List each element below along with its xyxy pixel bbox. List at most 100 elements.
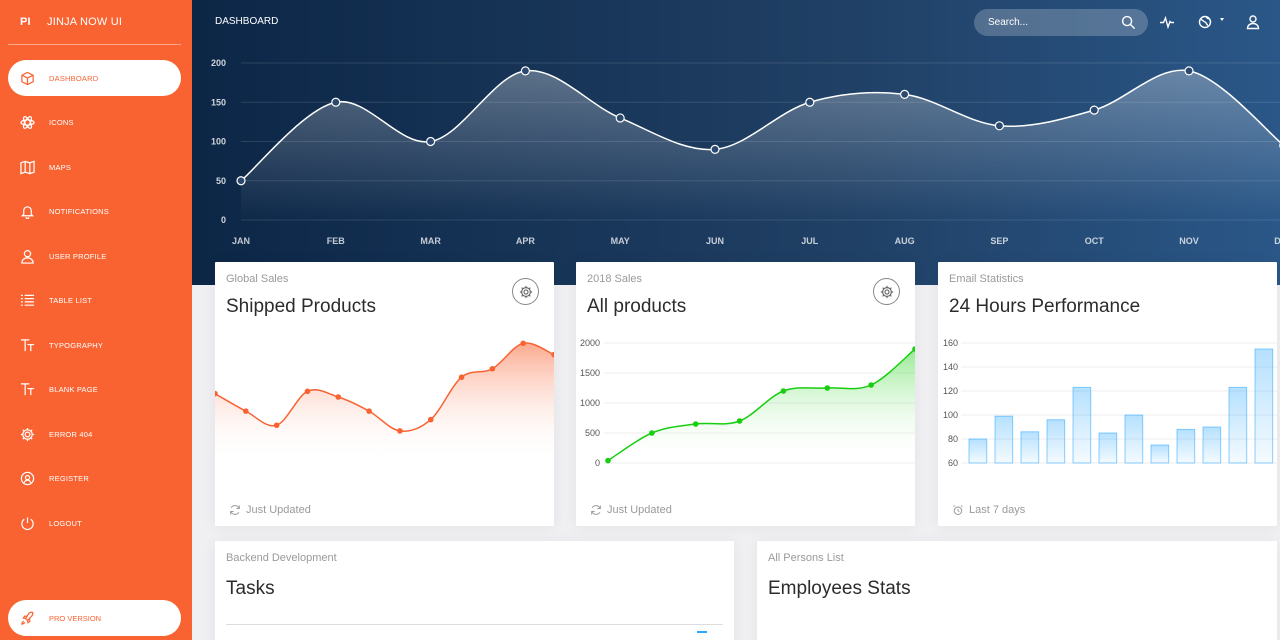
data-point[interactable] <box>304 388 311 395</box>
page-title[interactable]: DASHBOARD <box>215 16 279 27</box>
data-point[interactable] <box>649 430 655 436</box>
bar[interactable] <box>968 438 988 464</box>
data-point[interactable] <box>458 374 465 381</box>
y-tick-label: 1500 <box>580 368 600 378</box>
data-point[interactable] <box>520 340 526 347</box>
data-point[interactable] <box>710 144 720 154</box>
data-point[interactable] <box>335 394 342 400</box>
brand-name: JINJA NOW UI <box>47 16 123 28</box>
y-tick-label: 150 <box>211 97 226 107</box>
text-icon <box>20 338 35 353</box>
bar[interactable] <box>1150 444 1170 464</box>
sidebar-item-icons[interactable]: ICONS <box>8 105 181 141</box>
user-icon <box>20 249 35 264</box>
series-line <box>607 348 915 462</box>
x-tick-label: JUN <box>706 236 724 246</box>
settings-button[interactable] <box>512 278 539 305</box>
alarm-clock-icon <box>952 504 969 516</box>
bar[interactable] <box>1254 348 1274 464</box>
y-tick-label: 100 <box>943 410 958 420</box>
bar[interactable] <box>1202 426 1222 464</box>
bar[interactable] <box>994 415 1014 464</box>
card-footer: Last 7 days <box>952 504 1025 516</box>
x-tick-label: FEB <box>327 236 346 246</box>
x-tick-label: NOV <box>1179 236 1199 246</box>
x-tick-label: APR <box>516 236 536 246</box>
sidebar-item-label: USER PROFILE <box>49 251 107 261</box>
y-tick-label: 120 <box>943 386 958 396</box>
search-icon[interactable] <box>1121 15 1136 30</box>
pulse-icon[interactable] <box>1159 14 1175 30</box>
sidebar-item-typography[interactable]: TYPOGRAPHY <box>8 327 181 363</box>
bar[interactable] <box>1124 414 1144 464</box>
data-point[interactable] <box>1184 66 1194 76</box>
gear-icon <box>20 427 35 442</box>
user-icon[interactable] <box>1245 14 1261 30</box>
sidebar-item-logout[interactable]: LOGOUT <box>8 505 181 541</box>
data-point[interactable] <box>824 385 831 391</box>
data-point[interactable] <box>805 97 815 107</box>
sidebar-item-blank-page[interactable]: BLANK PAGE <box>8 372 181 408</box>
bar[interactable] <box>1046 419 1066 464</box>
data-point[interactable] <box>427 416 434 423</box>
chevron-down-icon[interactable] <box>1220 18 1224 21</box>
data-point[interactable] <box>551 351 554 358</box>
data-point[interactable] <box>331 97 341 107</box>
sidebar-item-table-list[interactable]: TABLE LIST <box>8 283 181 319</box>
tasks-card: Backend Development Tasks <box>215 541 734 640</box>
data-point[interactable] <box>899 89 910 100</box>
brand[interactable]: PI JINJA NOW UI <box>0 0 192 44</box>
employees-stats-card: All Persons List Employees Stats <box>757 541 1277 640</box>
data-point[interactable] <box>273 422 280 429</box>
sidebar-item-user-profile[interactable]: USER PROFILE <box>8 238 181 274</box>
data-point[interactable] <box>1089 105 1099 115</box>
bar[interactable] <box>1176 428 1196 464</box>
data-point[interactable] <box>912 346 915 352</box>
bell-icon <box>20 204 35 219</box>
y-tick-label: 200 <box>211 58 226 68</box>
shipped-products-chart <box>215 340 554 462</box>
sidebar-item-error-404[interactable]: ERROR 404 <box>8 416 181 452</box>
x-tick-label: JAN <box>232 236 250 246</box>
rocket-icon <box>20 611 49 626</box>
card-category: All Persons List <box>768 552 844 564</box>
y-tick-label: 2000 <box>580 338 600 348</box>
data-point[interactable] <box>489 365 496 372</box>
data-point[interactable] <box>236 176 246 186</box>
settings-button[interactable] <box>873 278 900 305</box>
data-point[interactable] <box>520 66 530 76</box>
pro-version-button[interactable]: PRO VERSION <box>8 600 181 636</box>
data-point[interactable] <box>994 121 1005 131</box>
footer-text: Just Updated <box>607 504 672 516</box>
sidebar-item-register[interactable]: REGISTER <box>8 461 181 497</box>
data-point[interactable] <box>692 421 699 427</box>
data-point[interactable] <box>426 136 436 147</box>
bar[interactable] <box>1228 386 1248 464</box>
sidebar-item-notifications[interactable]: NOTIFICATIONS <box>8 194 181 230</box>
map-icon <box>20 160 35 175</box>
data-point[interactable] <box>605 457 611 464</box>
sidebar-item-maps[interactable]: MAPS <box>8 149 181 185</box>
x-tick-label: AUG <box>895 236 915 246</box>
search-input[interactable] <box>988 17 1108 28</box>
bar[interactable] <box>1020 431 1040 464</box>
email-statistics-card: Email Statistics 24 Hours Performance 60… <box>938 262 1277 526</box>
sidebar-item-label: LOGOUT <box>49 518 82 528</box>
list-icon <box>20 293 35 308</box>
data-point[interactable] <box>243 408 249 414</box>
area-fill <box>241 70 1280 220</box>
data-point[interactable] <box>615 113 625 123</box>
data-point[interactable] <box>366 408 372 414</box>
y-tick-label: 0 <box>221 215 226 225</box>
data-point[interactable] <box>397 428 403 434</box>
data-point[interactable] <box>215 390 218 397</box>
bar[interactable] <box>1072 386 1092 464</box>
data-point[interactable] <box>780 388 787 394</box>
y-tick-label: 500 <box>585 428 600 438</box>
data-point[interactable] <box>736 418 743 424</box>
bar[interactable] <box>1098 432 1118 464</box>
sidebar-item-dashboard[interactable]: DASHBOARD <box>8 60 181 96</box>
data-point[interactable] <box>868 382 874 388</box>
globe-icon[interactable] <box>1198 14 1214 30</box>
y-tick-label: 140 <box>943 362 958 372</box>
